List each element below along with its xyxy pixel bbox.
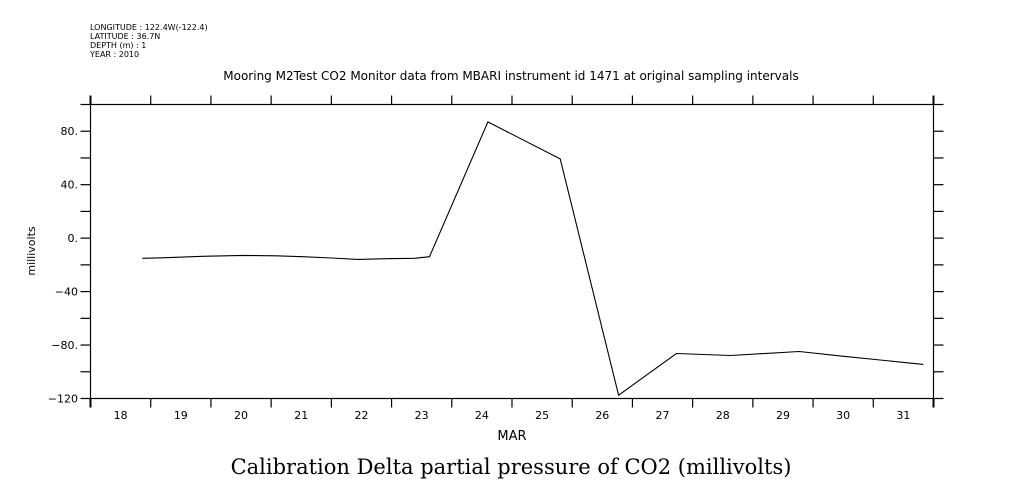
x-tick-label: 22 bbox=[354, 409, 368, 422]
x-tick-label: 30 bbox=[836, 409, 850, 422]
latitude-label: LATITUDE : 36.7N bbox=[90, 32, 160, 41]
x-tick-label: 20 bbox=[234, 409, 248, 422]
x-tick-label: 19 bbox=[174, 409, 188, 422]
x-tick-label: 27 bbox=[656, 409, 670, 422]
x-tick-label: 28 bbox=[716, 409, 730, 422]
x-tick-label: 21 bbox=[294, 409, 308, 422]
x-tick-label: 31 bbox=[896, 409, 910, 422]
chart-subtitle: Calibration Delta partial pressure of CO… bbox=[231, 455, 792, 479]
x-tick-label: 29 bbox=[776, 409, 790, 422]
x-tick-label: 18 bbox=[114, 409, 128, 422]
axes: 18 19 20 21 22 23 24 25 26 27 28 29 30 31 80. 40. 0. −40 −… bbox=[48, 95, 944, 422]
x-tick-label: 25 bbox=[535, 409, 549, 422]
data-line bbox=[142, 121, 924, 397]
year-label: YEAR : 2010 bbox=[89, 50, 139, 59]
x-tick-label: 24 bbox=[475, 409, 489, 422]
series bbox=[142, 121, 924, 397]
y-tick-label: −40 bbox=[55, 286, 78, 299]
y-tick-label: −80. bbox=[51, 339, 78, 352]
plot-frame bbox=[89, 103, 935, 400]
x-tick-label: 26 bbox=[595, 409, 609, 422]
y-tick-label: 80. bbox=[61, 125, 79, 138]
longitude-label: LONGITUDE : 122.4W(-122.4) bbox=[90, 23, 208, 32]
y-tick-label: −120 bbox=[48, 393, 78, 406]
chart-title: Mooring M2Test CO2 Monitor data from MBA… bbox=[223, 69, 798, 83]
y-tick-label: 0. bbox=[68, 232, 79, 245]
depth-label: DEPTH (m) : 1 bbox=[90, 41, 146, 50]
y-axis-label: millivolts bbox=[25, 226, 38, 276]
x-axis-label: MAR bbox=[497, 429, 526, 444]
x-tick-label: 23 bbox=[415, 409, 429, 422]
y-tick-label: 40. bbox=[61, 179, 79, 192]
header-info: LONGITUDE : 122.4W(-122.4) LATITUDE : 36… bbox=[89, 23, 208, 59]
